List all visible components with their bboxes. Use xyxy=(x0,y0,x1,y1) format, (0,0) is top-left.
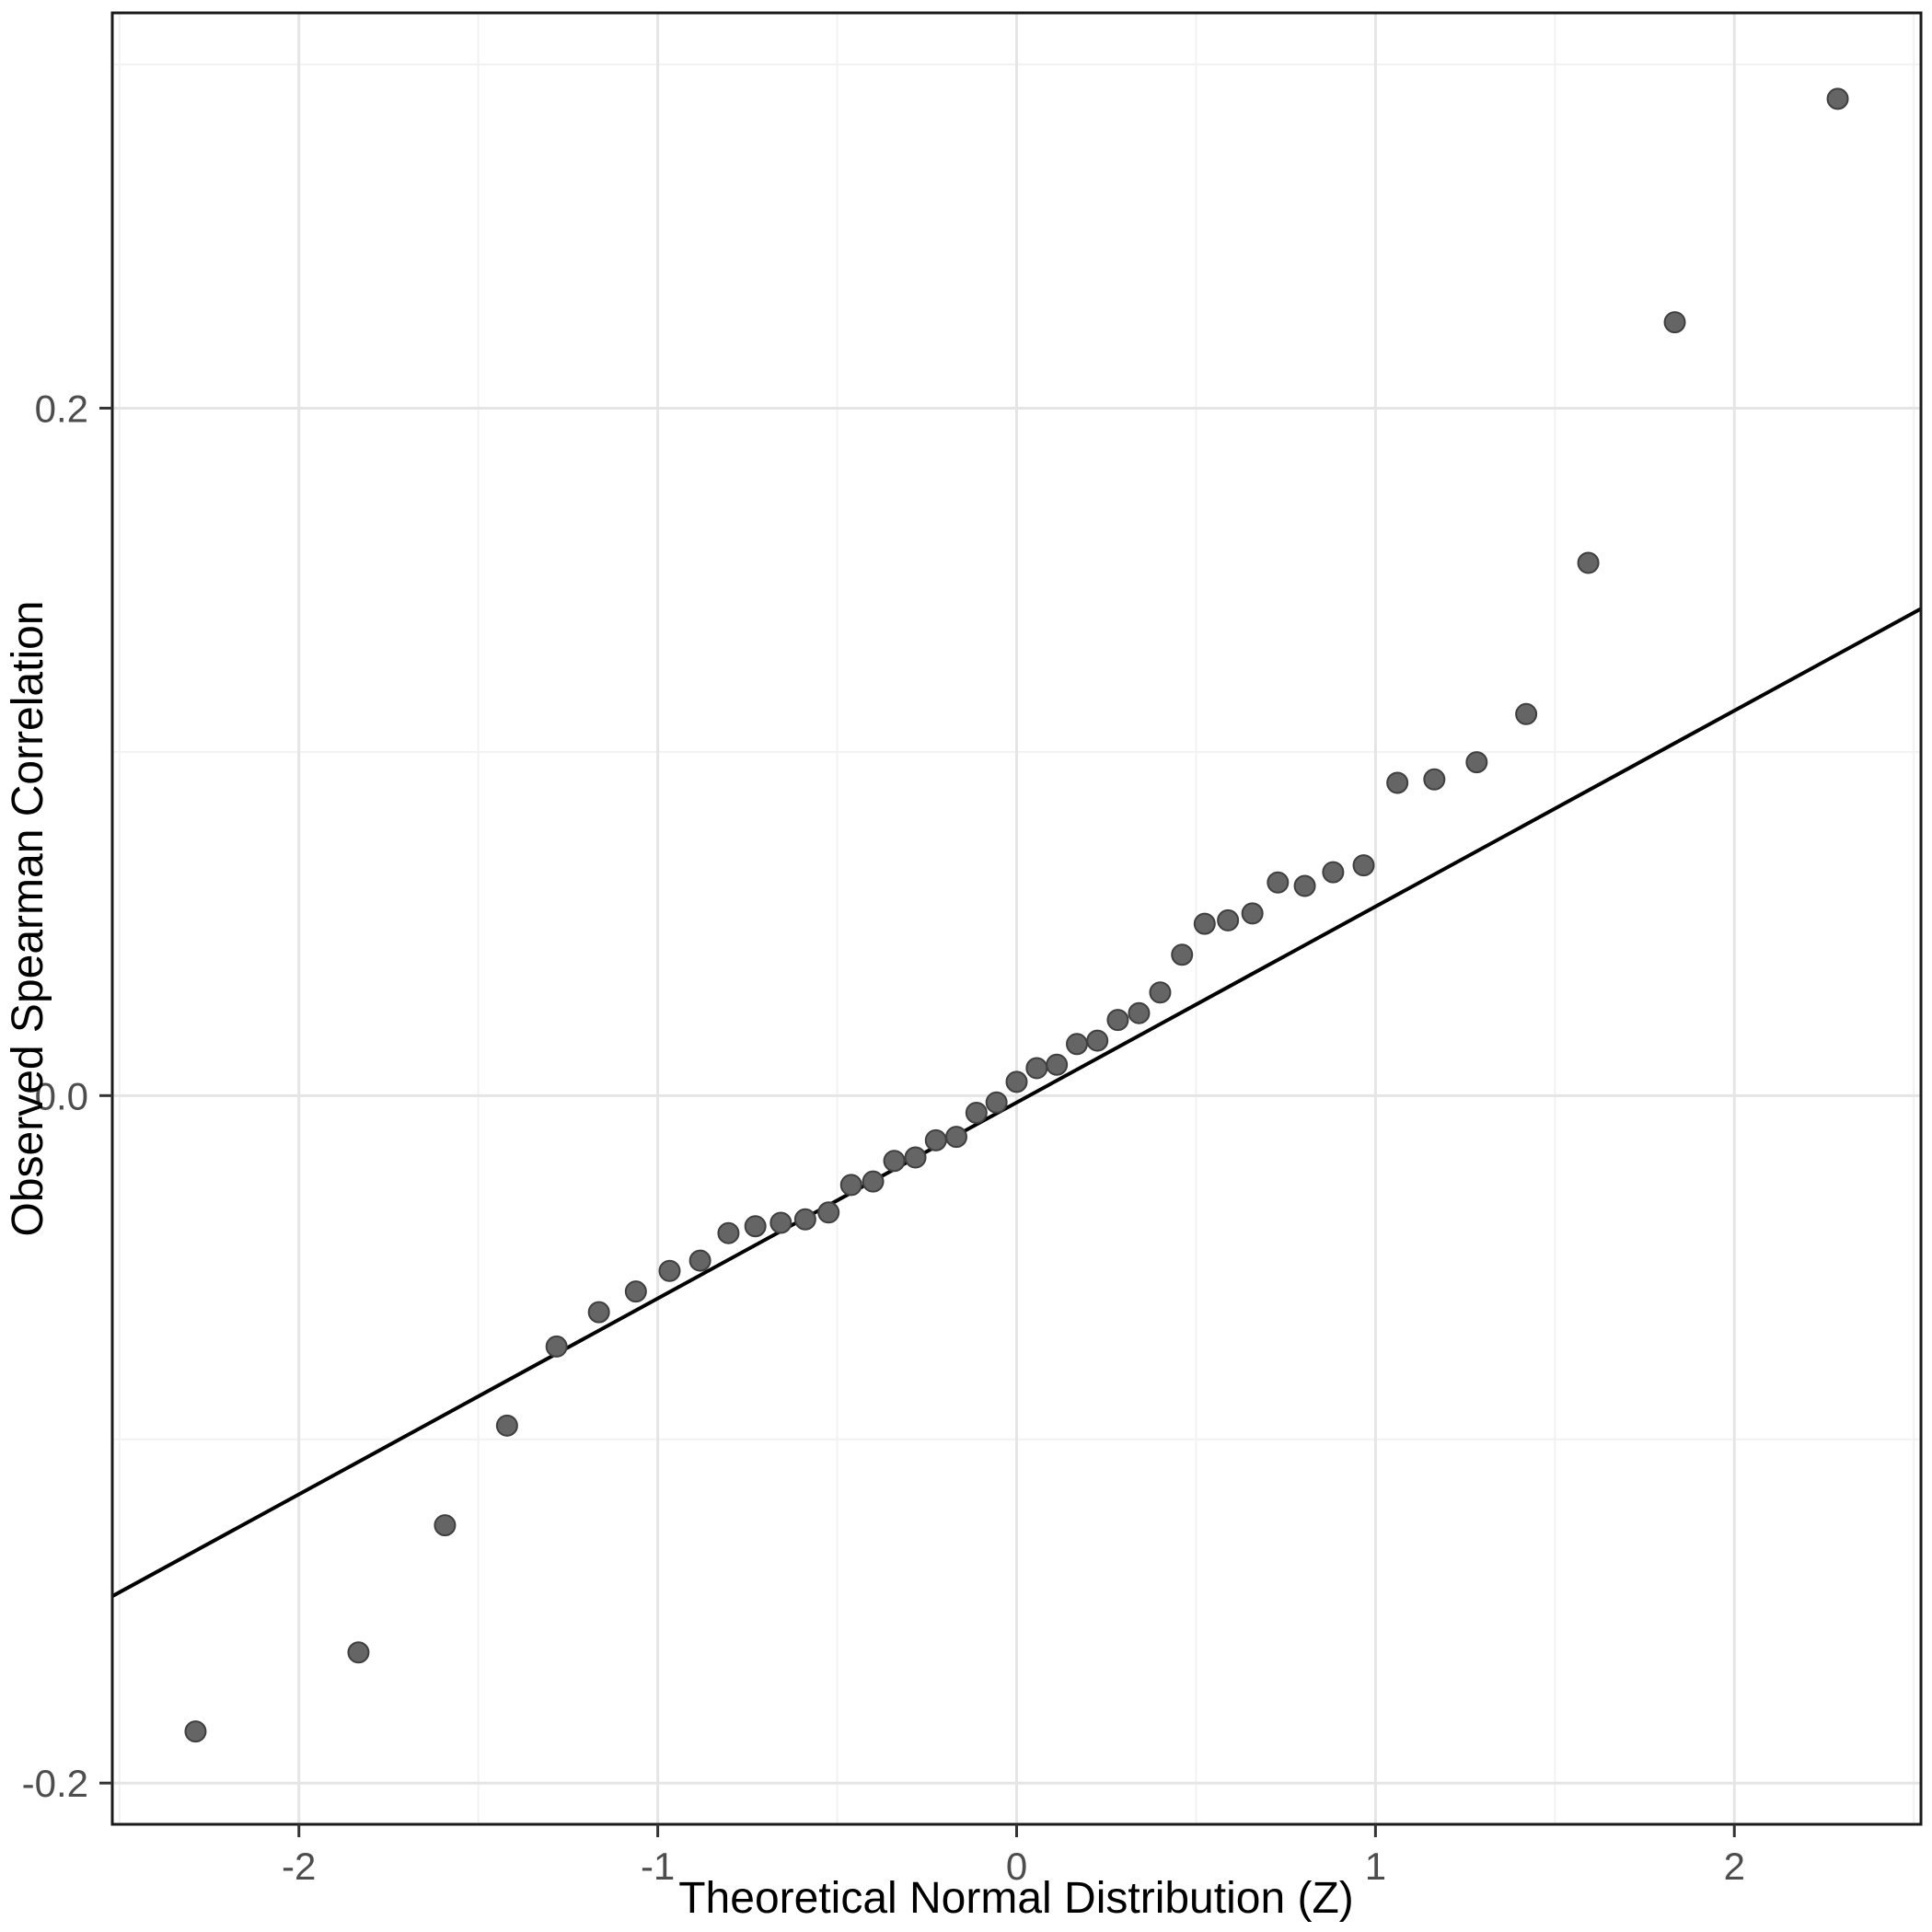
data-point xyxy=(883,1150,906,1173)
data-point xyxy=(1066,1033,1088,1056)
x-tick-label: 1 xyxy=(1365,1845,1386,1888)
data-point xyxy=(184,1720,207,1743)
data-point xyxy=(1149,981,1172,1004)
y-tick-label: 0.2 xyxy=(35,387,88,430)
axis-layer: -2 -1 0 1 2 -0.2 0.0 0.2 xyxy=(22,11,1923,1888)
data-point xyxy=(1106,1009,1129,1032)
data-point xyxy=(1086,1029,1109,1052)
data-point xyxy=(545,1335,568,1358)
data-point xyxy=(904,1146,927,1169)
data-point xyxy=(434,1514,457,1537)
data-point xyxy=(347,1641,370,1664)
x-tick-label: -2 xyxy=(282,1845,316,1888)
data-point xyxy=(1217,908,1240,931)
data-point xyxy=(793,1208,816,1231)
data-point xyxy=(744,1215,767,1238)
y-tick-label: -0.2 xyxy=(22,1762,88,1805)
data-point xyxy=(717,1221,740,1244)
x-tick-label: 0 xyxy=(1006,1845,1027,1888)
data-point xyxy=(1423,768,1446,791)
data-point xyxy=(985,1091,1008,1114)
data-point xyxy=(1005,1070,1028,1093)
data-point xyxy=(1322,861,1345,884)
data-point xyxy=(1046,1053,1069,1076)
data-point xyxy=(817,1201,840,1224)
data-point xyxy=(1826,87,1849,110)
data-point xyxy=(1025,1057,1048,1080)
data-point xyxy=(1193,912,1216,935)
data-point xyxy=(1386,771,1409,794)
x-tick-label: 2 xyxy=(1724,1845,1745,1888)
y-axis-title: Observed Spearman Correlation xyxy=(4,600,52,1236)
data-point xyxy=(1465,751,1488,774)
data-layer xyxy=(111,87,1922,1743)
data-point xyxy=(1577,551,1600,574)
data-point xyxy=(1267,871,1290,894)
data-point xyxy=(965,1101,988,1124)
y-tick-label: 0.0 xyxy=(35,1074,88,1117)
data-point xyxy=(624,1280,647,1303)
data-point xyxy=(1241,902,1264,925)
data-point xyxy=(1515,702,1538,725)
data-point xyxy=(1352,854,1375,877)
data-point xyxy=(1293,874,1316,897)
data-point xyxy=(839,1174,862,1197)
x-axis-title: Theoretical Normal Distribution (Z) xyxy=(678,1874,1354,1923)
data-point xyxy=(945,1126,967,1149)
data-point xyxy=(587,1301,610,1324)
data-point xyxy=(1128,1001,1151,1024)
data-point xyxy=(1171,943,1194,966)
data-point xyxy=(688,1249,711,1272)
x-tick-label: -1 xyxy=(641,1845,675,1888)
grid-layer xyxy=(112,13,1921,1824)
data-point xyxy=(495,1414,518,1437)
data-point xyxy=(769,1211,792,1234)
data-point xyxy=(924,1128,947,1151)
data-point xyxy=(658,1259,681,1282)
data-point xyxy=(862,1170,885,1193)
data-point xyxy=(1663,311,1686,334)
qq-reference-line xyxy=(111,607,1922,1598)
